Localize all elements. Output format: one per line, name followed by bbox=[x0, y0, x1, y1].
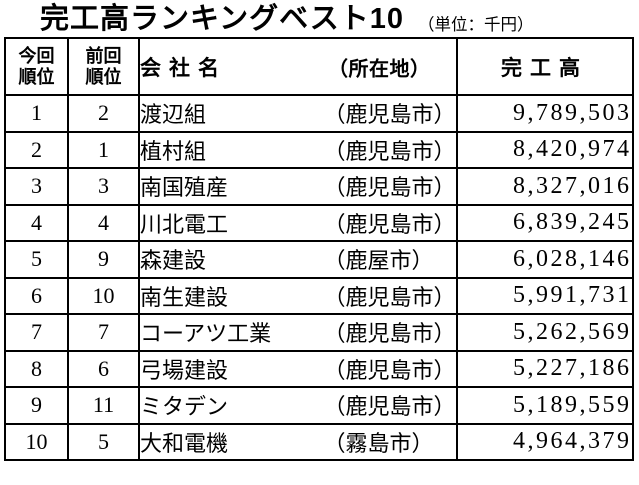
company-location: （鹿児島市） bbox=[323, 102, 456, 128]
current-rank-cell: 6 bbox=[4, 276, 69, 315]
company-location: （鹿児島市） bbox=[323, 284, 456, 310]
current-rank-cell: 8 bbox=[4, 349, 69, 388]
company-location: （鹿屋市） bbox=[323, 248, 434, 274]
previous-rank-cell: 10 bbox=[67, 276, 140, 315]
company-cell: 渡辺組 （鹿児島市） bbox=[138, 94, 458, 133]
amount-cell: 8,327,016 bbox=[455, 167, 634, 206]
company-location: （鹿児島市） bbox=[323, 357, 456, 383]
amount-cell: 9,789,503 bbox=[455, 94, 634, 133]
current-rank-cell: 7 bbox=[4, 313, 69, 352]
company-cell: コーアツ工業 （鹿児島市） bbox=[138, 313, 458, 352]
company-location: （霧島市） bbox=[323, 430, 434, 456]
company-location: （鹿児島市） bbox=[323, 175, 456, 201]
table-row: 4 4 川北電工 （鹿児島市） 6,839,245 bbox=[4, 203, 634, 242]
previous-rank-cell: 5 bbox=[67, 422, 140, 461]
header-amount: 完工高 bbox=[455, 37, 634, 96]
company-name: 渡辺組 bbox=[140, 102, 207, 128]
previous-rank-cell: 4 bbox=[67, 203, 140, 242]
current-rank-cell: 1 bbox=[4, 94, 69, 133]
company-cell: 弓場建設 （鹿児島市） bbox=[138, 349, 458, 388]
current-rank-cell: 10 bbox=[4, 422, 69, 461]
table-row: 8 6 弓場建設 （鹿児島市） 5,227,186 bbox=[4, 349, 634, 388]
company-cell: 植村組 （鹿児島市） bbox=[138, 130, 458, 169]
header-company-label: 会社名 bbox=[140, 56, 227, 80]
amount-cell: 6,839,245 bbox=[455, 203, 634, 242]
company-cell: ミタデン （鹿児島市） bbox=[138, 386, 458, 425]
previous-rank-cell: 2 bbox=[67, 94, 140, 133]
table-row: 2 1 植村組 （鹿児島市） 8,420,974 bbox=[4, 130, 634, 169]
company-name: 大和電機 bbox=[140, 430, 229, 456]
amount-cell: 5,189,559 bbox=[455, 386, 634, 425]
company-location: （鹿児島市） bbox=[323, 211, 456, 237]
page-title: 完工高ランキングベスト10 bbox=[40, 3, 404, 35]
header-previous-rank: 前回 順位 bbox=[67, 37, 140, 96]
amount-cell: 5,991,731 bbox=[455, 276, 634, 315]
header-current-rank-line1: 今回 bbox=[18, 45, 55, 66]
company-name: 南生建設 bbox=[140, 284, 229, 310]
company-location: （鹿児島市） bbox=[323, 138, 456, 164]
current-rank-cell: 3 bbox=[4, 167, 69, 206]
table-row: 5 9 森建設 （鹿屋市） 6,028,146 bbox=[4, 240, 634, 279]
header-company: 会社名 （所在地） bbox=[138, 37, 458, 96]
company-cell: 南生建設 （鹿児島市） bbox=[138, 276, 458, 315]
company-name: 植村組 bbox=[140, 138, 207, 164]
amount-cell: 4,964,379 bbox=[455, 422, 634, 461]
company-location: （鹿児島市） bbox=[323, 321, 456, 347]
table-row: 6 10 南生建設 （鹿児島市） 5,991,731 bbox=[4, 276, 634, 315]
amount-cell: 6,028,146 bbox=[455, 240, 634, 279]
header-current-rank: 今回 順位 bbox=[4, 37, 69, 96]
ranking-table-body: 1 2 渡辺組 （鹿児島市） 9,789,503 2 1 植村組 （鹿児島市） … bbox=[4, 94, 634, 461]
unit-note: （単位：千円） bbox=[417, 15, 534, 34]
current-rank-cell: 2 bbox=[4, 130, 69, 169]
table-row: 1 2 渡辺組 （鹿児島市） 9,789,503 bbox=[4, 94, 634, 133]
company-cell: 南国殖産 （鹿児島市） bbox=[138, 167, 458, 206]
table-row: 3 3 南国殖産 （鹿児島市） 8,327,016 bbox=[4, 167, 634, 206]
company-name: 森建設 bbox=[140, 248, 207, 274]
company-location: （鹿児島市） bbox=[323, 394, 456, 420]
table-row: 7 7 コーアツ工業 （鹿児島市） 5,262,569 bbox=[4, 313, 634, 352]
company-name: ミタデン bbox=[140, 394, 229, 420]
previous-rank-cell: 9 bbox=[67, 240, 140, 279]
company-name: 川北電工 bbox=[140, 211, 229, 237]
company-cell: 大和電機 （霧島市） bbox=[138, 422, 458, 461]
previous-rank-cell: 7 bbox=[67, 313, 140, 352]
header-previous-rank-line1: 前回 bbox=[85, 45, 122, 66]
current-rank-cell: 4 bbox=[4, 203, 69, 242]
header-row: 今回 順位 前回 順位 会社名 （所在地） 完工高 bbox=[4, 37, 634, 96]
previous-rank-cell: 3 bbox=[67, 167, 140, 206]
previous-rank-cell: 1 bbox=[67, 130, 140, 169]
amount-cell: 5,262,569 bbox=[455, 313, 634, 352]
table-row: 10 5 大和電機 （霧島市） 4,964,379 bbox=[4, 422, 634, 461]
amount-cell: 5,227,186 bbox=[455, 349, 634, 388]
current-rank-cell: 9 bbox=[4, 386, 69, 425]
previous-rank-cell: 6 bbox=[67, 349, 140, 388]
company-name: コーアツ工業 bbox=[140, 321, 272, 347]
header-current-rank-line2: 順位 bbox=[18, 66, 55, 87]
header-location-label: （所在地） bbox=[328, 58, 431, 80]
previous-rank-cell: 11 bbox=[67, 386, 140, 425]
company-name: 弓場建設 bbox=[140, 357, 229, 383]
amount-cell: 8,420,974 bbox=[455, 130, 634, 169]
header-previous-rank-line2: 順位 bbox=[85, 66, 122, 87]
current-rank-cell: 5 bbox=[4, 240, 69, 279]
company-cell: 川北電工 （鹿児島市） bbox=[138, 203, 458, 242]
title-row: 完工高ランキングベスト10 （単位：千円） bbox=[0, 0, 639, 36]
ranking-table: 今回 順位 前回 順位 会社名 （所在地） 完工高 1 2 渡辺組 （鹿児島市）… bbox=[4, 37, 634, 461]
company-name: 南国殖産 bbox=[140, 175, 229, 201]
table-row: 9 11 ミタデン （鹿児島市） 5,189,559 bbox=[4, 386, 634, 425]
company-cell: 森建設 （鹿屋市） bbox=[138, 240, 458, 279]
